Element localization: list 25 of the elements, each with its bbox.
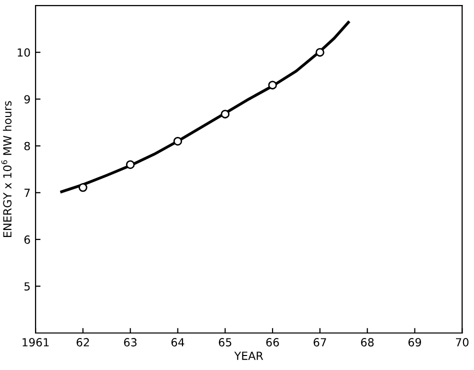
x-tick-label: 1961 (22, 338, 49, 346)
y-tick-label: 9 (24, 95, 30, 104)
x-tick-label: 67 (314, 338, 326, 346)
x-axis-title: YEAR (234, 352, 264, 360)
x-tick-label: 68 (361, 338, 374, 346)
point (78, 183, 88, 192)
point (220, 110, 230, 118)
x-tick-label: 70 (456, 338, 468, 346)
y-tick-label: 6 (24, 235, 30, 244)
line-series (60, 21, 350, 194)
x-tick-label: 64 (171, 338, 184, 346)
x-tick-label: 65 (218, 338, 232, 346)
y-tick-label: 5 (24, 282, 30, 291)
y-tick-label: 7 (24, 188, 30, 197)
point (126, 160, 135, 169)
x-tick-label: 66 (266, 338, 279, 346)
point (316, 48, 324, 57)
x-tick-label: 69 (408, 338, 422, 346)
point (268, 80, 277, 90)
y-tick-label: 8 (24, 142, 30, 150)
x-tick-label: 63 (124, 338, 137, 346)
point (173, 136, 182, 146)
y-tick-label: 10 (18, 48, 30, 57)
x-tick-label: 62 (76, 338, 89, 346)
y-axis-title: ENERGY x 10$^{6}$ MW hours (1, 101, 12, 237)
